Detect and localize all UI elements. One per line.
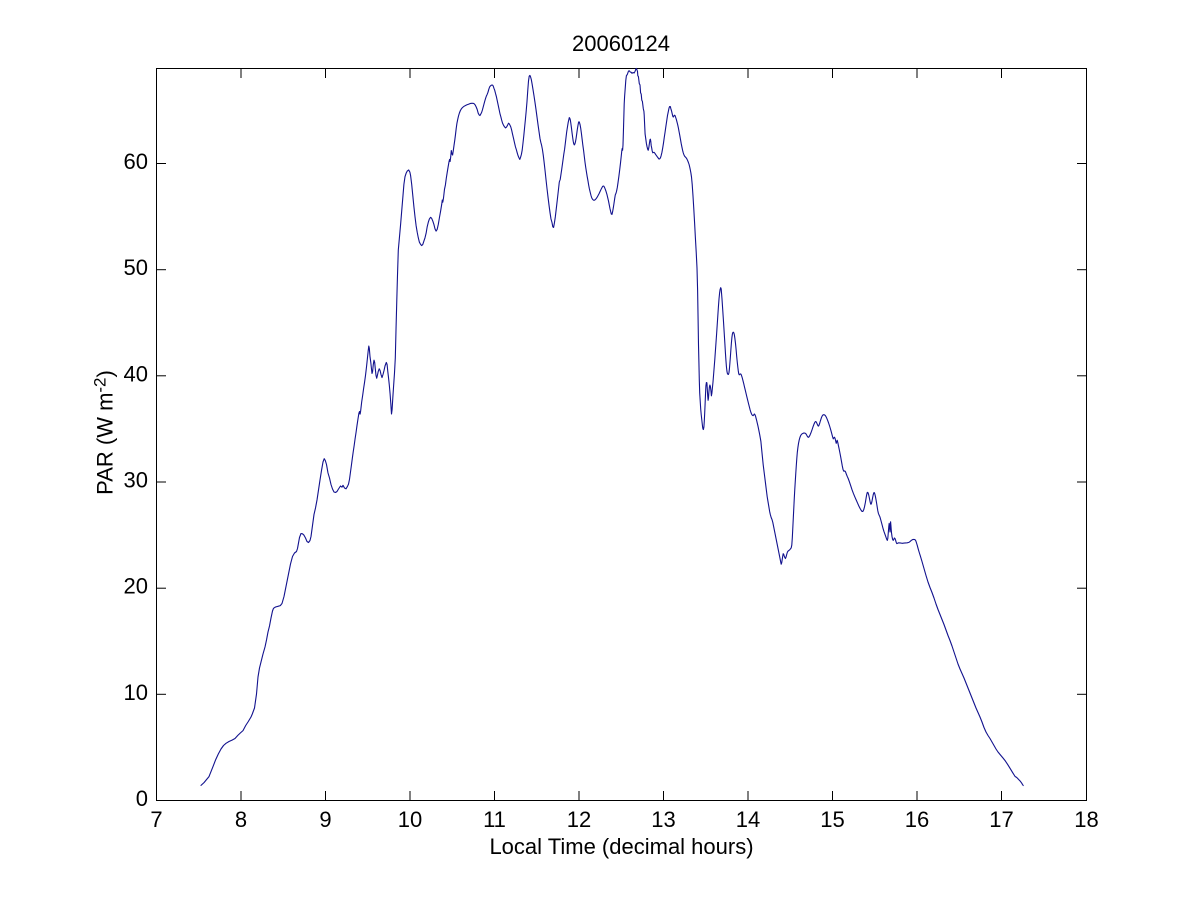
svg-text:14: 14 (736, 807, 760, 832)
svg-text:60: 60 (124, 149, 148, 174)
svg-text:10: 10 (124, 680, 148, 705)
svg-text:50: 50 (124, 255, 148, 280)
svg-text:13: 13 (651, 807, 675, 832)
svg-text:18: 18 (1074, 807, 1098, 832)
svg-text:Local Time (decimal hours): Local Time (decimal hours) (489, 834, 753, 859)
svg-text:10: 10 (398, 807, 422, 832)
svg-text:0: 0 (136, 786, 148, 811)
svg-text:9: 9 (319, 807, 331, 832)
svg-text:12: 12 (567, 807, 591, 832)
svg-text:40: 40 (124, 361, 148, 386)
svg-text:20: 20 (124, 574, 148, 599)
svg-text:PAR (W m-2): PAR (W m-2) (91, 370, 118, 495)
svg-text:8: 8 (235, 807, 247, 832)
svg-text:11: 11 (483, 807, 506, 832)
svg-text:17: 17 (989, 807, 1013, 832)
svg-text:16: 16 (905, 807, 929, 832)
svg-text:20060124: 20060124 (572, 31, 670, 56)
svg-text:30: 30 (124, 468, 148, 493)
svg-text:7: 7 (150, 807, 162, 832)
svg-text:15: 15 (820, 807, 844, 832)
